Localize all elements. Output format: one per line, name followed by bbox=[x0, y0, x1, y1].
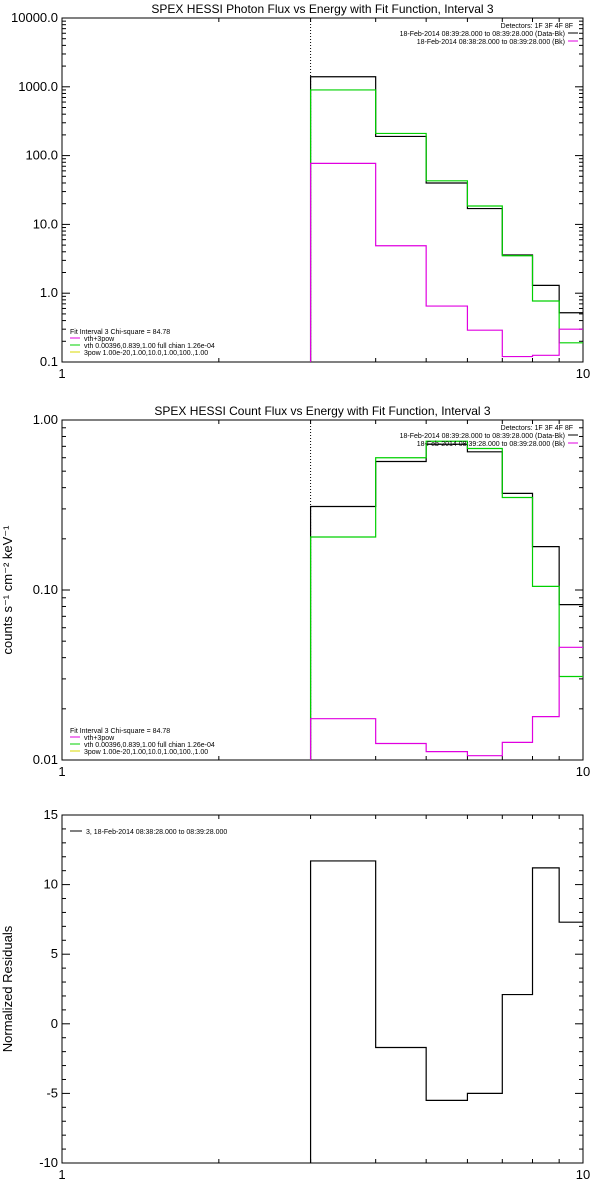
panel-title: SPEX HESSI Photon Flux vs Energy with Fi… bbox=[151, 2, 493, 16]
legend-detectors: Detectors: 1F 3F 4F 8F bbox=[501, 425, 573, 432]
legend-entry: 18-Feb-2014 08:39:28.000 to 08:39:28.000… bbox=[400, 31, 565, 38]
fit-legend-header: Fit Interval 3 Chi-square = 84.78 bbox=[70, 728, 170, 735]
y-tick-label: 15 bbox=[44, 807, 58, 822]
series-line bbox=[309, 440, 583, 760]
plot-frame bbox=[61, 419, 584, 761]
y-tick-label: 0.01 bbox=[33, 752, 58, 767]
y-tick-label: -5 bbox=[46, 1085, 58, 1100]
fit-legend-entry: vth 0.00396,0.839,1.00 full chian 1.26e-… bbox=[84, 742, 215, 749]
y-tick-label: 100.0 bbox=[25, 148, 58, 163]
panel-photon: SPEX HESSI Photon Flux vs Energy with Fi… bbox=[11, 2, 590, 381]
plot-frame bbox=[61, 814, 584, 1164]
y-tick-label: 1.0 bbox=[40, 285, 58, 300]
panel-title: SPEX HESSI Count Flux vs Energy with Fit… bbox=[154, 404, 490, 418]
fit-legend-entry: vth 0.00396,0.839,1.00 full chian 1.26e-… bbox=[84, 343, 215, 350]
legend-entry: 18-Feb-2014 08:38:28.000 to 08:39:28.000… bbox=[417, 39, 565, 46]
y-axis-label: Normalized Residuals bbox=[0, 925, 15, 1052]
fit-legend-entry: vth+3pow bbox=[84, 735, 115, 742]
series-line bbox=[309, 162, 583, 362]
y-tick-label: 10 bbox=[44, 877, 58, 892]
y-tick-label: 5 bbox=[51, 946, 58, 961]
legend-detectors: Detectors: 1F 3F 4F 8F bbox=[501, 23, 573, 30]
y-tick-label: 10000.0 bbox=[11, 10, 58, 25]
series-line bbox=[309, 89, 583, 362]
x-tick-label: 10 bbox=[576, 764, 590, 779]
series-line bbox=[309, 76, 583, 362]
fit-legend-entry: vth+3pow bbox=[84, 336, 115, 343]
panel-resid: 1 10 -10 -5 0 5 10 15 Normalized Residuals 3, 18-… bbox=[0, 807, 590, 1182]
x-tick-label: 1 bbox=[58, 1167, 65, 1182]
y-tick-label: 1000.0 bbox=[18, 79, 58, 94]
y-tick-label: -10 bbox=[39, 1155, 58, 1170]
x-tick-label: 10 bbox=[576, 366, 590, 381]
legend-entry: 3, 18-Feb-2014 08:38:28.000 to 08:39:28.… bbox=[86, 829, 227, 836]
y-axis-label: counts s⁻¹ cm⁻² keV⁻¹ bbox=[0, 525, 15, 655]
series-line bbox=[309, 860, 583, 1163]
fit-legend-header: Fit Interval 3 Chi-square = 84.78 bbox=[70, 329, 170, 336]
legend-entry: 18-Feb-2014 08:39:28.000 to 08:39:28.000… bbox=[417, 441, 565, 448]
fit-legend-entry: 3pow 1.00e-20,1.00,10.0,1.00,100.,1.00 bbox=[84, 749, 208, 756]
plot-frame bbox=[61, 17, 584, 363]
y-tick-label: 1.00 bbox=[33, 412, 58, 427]
panel-count: SPEX HESSI Count Flux vs Energy with Fit… bbox=[0, 404, 590, 779]
x-tick-label: 10 bbox=[576, 1167, 590, 1182]
y-tick-label: 10.0 bbox=[33, 216, 58, 231]
fit-legend-entry: 3pow 1.00e-20,1.00,10.0,1.00,100.,1.00 bbox=[84, 350, 208, 357]
series-line bbox=[309, 443, 583, 760]
series-line bbox=[309, 646, 583, 760]
x-tick-label: 1 bbox=[58, 366, 65, 381]
y-tick-label: 0.10 bbox=[33, 582, 58, 597]
y-tick-label: 0.1 bbox=[40, 354, 58, 369]
x-tick-label: 1 bbox=[58, 764, 65, 779]
y-tick-label: 0 bbox=[51, 1016, 58, 1031]
legend-entry: 18-Feb-2014 08:39:28.000 to 08:39:28.000… bbox=[400, 433, 565, 440]
